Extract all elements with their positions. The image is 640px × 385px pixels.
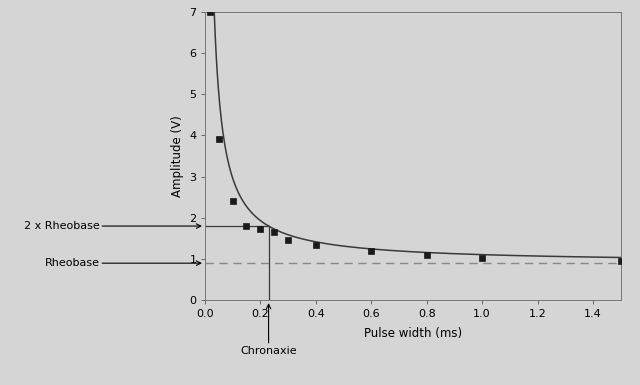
Y-axis label: Amplitude (V): Amplitude (V) bbox=[171, 115, 184, 197]
X-axis label: Pulse width (ms): Pulse width (ms) bbox=[364, 327, 462, 340]
Text: Chronaxie: Chronaxie bbox=[240, 304, 297, 356]
Text: Rheobase: Rheobase bbox=[44, 258, 201, 268]
Text: 2 x Rheobase: 2 x Rheobase bbox=[24, 221, 201, 231]
